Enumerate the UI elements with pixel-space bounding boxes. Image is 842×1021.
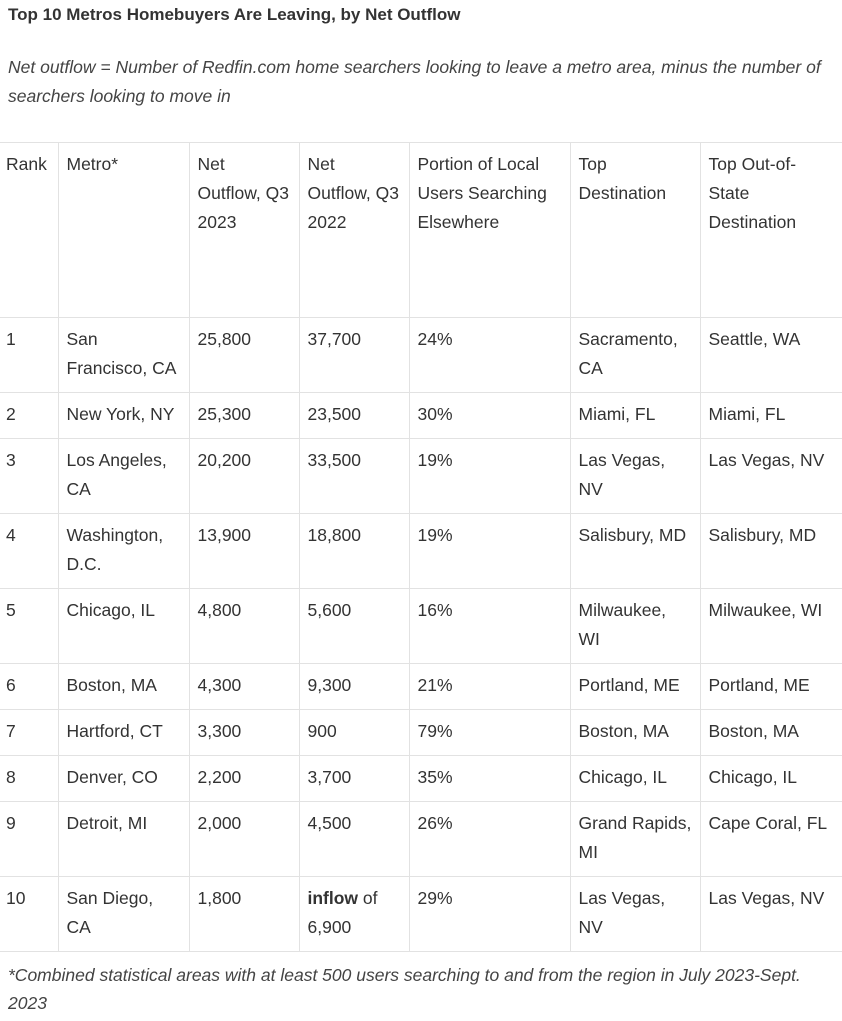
cell-rank: 1 — [0, 317, 59, 393]
table-footnote: *Combined statistical areas with at leas… — [8, 965, 801, 1013]
header-top-destination: Top Destination — [569, 142, 701, 318]
cell-outflow-2023: 4,300 — [188, 663, 300, 710]
cell-outflow-2022: 5,600 — [298, 588, 410, 664]
cell-metro: Hartford, CT — [57, 709, 190, 756]
cell-outflow-2022: 33,500 — [298, 438, 410, 514]
cell-portion: 16% — [408, 588, 571, 664]
cell-metro: Detroit, MI — [57, 801, 190, 877]
cell-top-destination: Miami, FL — [569, 392, 701, 439]
header-rank: Rank — [0, 142, 59, 318]
cell-portion: 19% — [408, 513, 571, 589]
table-row: 4 Washington, D.C. 13,900 18,800 19% Sal… — [0, 513, 842, 589]
header-portion: Portion of Local Users Searching Elsewhe… — [408, 142, 571, 318]
table-subtitle: Net outflow = Number of Redfin.com home … — [8, 57, 821, 106]
cell-rank: 3 — [0, 438, 59, 514]
table-row: 3 Los Angeles, CA 20,200 33,500 19% Las … — [0, 438, 842, 514]
cell-metro: New York, NY — [57, 392, 190, 439]
cell-top-oos-destination: Milwaukee, WI — [699, 588, 842, 664]
cell-outflow-2023: 1,800 — [188, 876, 300, 952]
cell-outflow-2023: 2,000 — [188, 801, 300, 877]
cell-metro: Denver, CO — [57, 755, 190, 802]
cell-top-destination: Sacramento, CA — [569, 317, 701, 393]
cell-top-destination: Las Vegas, NV — [569, 876, 701, 952]
cell-top-oos-destination: Salisbury, MD — [699, 513, 842, 589]
cell-portion: 30% — [408, 392, 571, 439]
cell-outflow-2023: 25,300 — [188, 392, 300, 439]
cell-portion: 21% — [408, 663, 571, 710]
cell-metro: Washington, D.C. — [57, 513, 190, 589]
table-row: 6 Boston, MA 4,300 9,300 21% Portland, M… — [0, 663, 842, 710]
cell-top-oos-destination: Miami, FL — [699, 392, 842, 439]
table-row: 5 Chicago, IL 4,800 5,600 16% Milwaukee,… — [0, 588, 842, 664]
table-row: 9 Detroit, MI 2,000 4,500 26% Grand Rapi… — [0, 801, 842, 877]
cell-rank: 4 — [0, 513, 59, 589]
cell-outflow-2023: 4,800 — [188, 588, 300, 664]
cell-outflow-2022: 18,800 — [298, 513, 410, 589]
cell-outflow-2022: 900 — [298, 709, 410, 756]
cell-outflow-2022: 9,300 — [298, 663, 410, 710]
cell-top-destination: Boston, MA — [569, 709, 701, 756]
table-row: 2 New York, NY 25,300 23,500 30% Miami, … — [0, 392, 842, 439]
cell-outflow-2022: 4,500 — [298, 801, 410, 877]
cell-top-oos-destination: Boston, MA — [699, 709, 842, 756]
cell-portion: 19% — [408, 438, 571, 514]
cell-metro: San Francisco, CA — [57, 317, 190, 393]
cell-portion: 24% — [408, 317, 571, 393]
cell-rank: 5 — [0, 588, 59, 664]
cell-outflow-2023: 2,200 — [188, 755, 300, 802]
cell-portion: 26% — [408, 801, 571, 877]
header-row: Rank Metro* Net Outflow, Q3 2023 Net Out… — [0, 142, 842, 318]
cell-outflow-2023: 13,900 — [188, 513, 300, 589]
cell-metro: Chicago, IL — [57, 588, 190, 664]
cell-top-oos-destination: Las Vegas, NV — [699, 876, 842, 952]
header-outflow-2023: Net Outflow, Q3 2023 — [188, 142, 300, 318]
inflow-value: of 6,900 — [307, 888, 378, 937]
metros-table: Rank Metro* Net Outflow, Q3 2023 Net Out… — [0, 142, 842, 952]
cell-portion: 35% — [408, 755, 571, 802]
cell-top-oos-destination: Seattle, WA — [699, 317, 842, 393]
cell-metro: Boston, MA — [57, 663, 190, 710]
cell-outflow-2023: 20,200 — [188, 438, 300, 514]
cell-top-destination: Las Vegas, NV — [569, 438, 701, 514]
cell-portion: 79% — [408, 709, 571, 756]
cell-outflow-2022: inflow of 6,900 — [298, 876, 410, 952]
cell-top-oos-destination: Cape Coral, FL — [699, 801, 842, 877]
cell-outflow-2023: 25,800 — [188, 317, 300, 393]
cell-outflow-2022: 3,700 — [298, 755, 410, 802]
table-row: 10 San Diego, CA 1,800 inflow of 6,900 2… — [0, 876, 842, 952]
cell-portion: 29% — [408, 876, 571, 952]
cell-metro: Los Angeles, CA — [57, 438, 190, 514]
header-metro: Metro* — [57, 142, 190, 318]
cell-top-destination: Grand Rapids, MI — [569, 801, 701, 877]
cell-top-oos-destination: Chicago, IL — [699, 755, 842, 802]
cell-rank: 7 — [0, 709, 59, 756]
cell-outflow-2022: 23,500 — [298, 392, 410, 439]
table-row: 8 Denver, CO 2,200 3,700 35% Chicago, IL… — [0, 755, 842, 802]
cell-rank: 6 — [0, 663, 59, 710]
cell-top-destination: Portland, ME — [569, 663, 701, 710]
cell-top-destination: Chicago, IL — [569, 755, 701, 802]
cell-top-oos-destination: Las Vegas, NV — [699, 438, 842, 514]
table-row: 1 San Francisco, CA 25,800 37,700 24% Sa… — [0, 317, 842, 393]
cell-top-destination: Salisbury, MD — [569, 513, 701, 589]
table-row: 7 Hartford, CT 3,300 900 79% Boston, MA … — [0, 709, 842, 756]
cell-rank: 10 — [0, 876, 59, 952]
cell-outflow-2022: 37,700 — [298, 317, 410, 393]
cell-top-destination: Milwaukee, WI — [569, 588, 701, 664]
cell-top-oos-destination: Portland, ME — [699, 663, 842, 710]
header-top-oos-destination: Top Out-of-State Destination — [699, 142, 842, 318]
cell-metro: San Diego, CA — [57, 876, 190, 952]
cell-rank: 2 — [0, 392, 59, 439]
cell-rank: 8 — [0, 755, 59, 802]
cell-outflow-2023: 3,300 — [188, 709, 300, 756]
cell-rank: 9 — [0, 801, 59, 877]
table-title: Top 10 Metros Homebuyers Are Leaving, by… — [8, 5, 461, 24]
inflow-label: inflow — [307, 888, 359, 908]
header-outflow-2022: Net Outflow, Q3 2022 — [298, 142, 410, 318]
